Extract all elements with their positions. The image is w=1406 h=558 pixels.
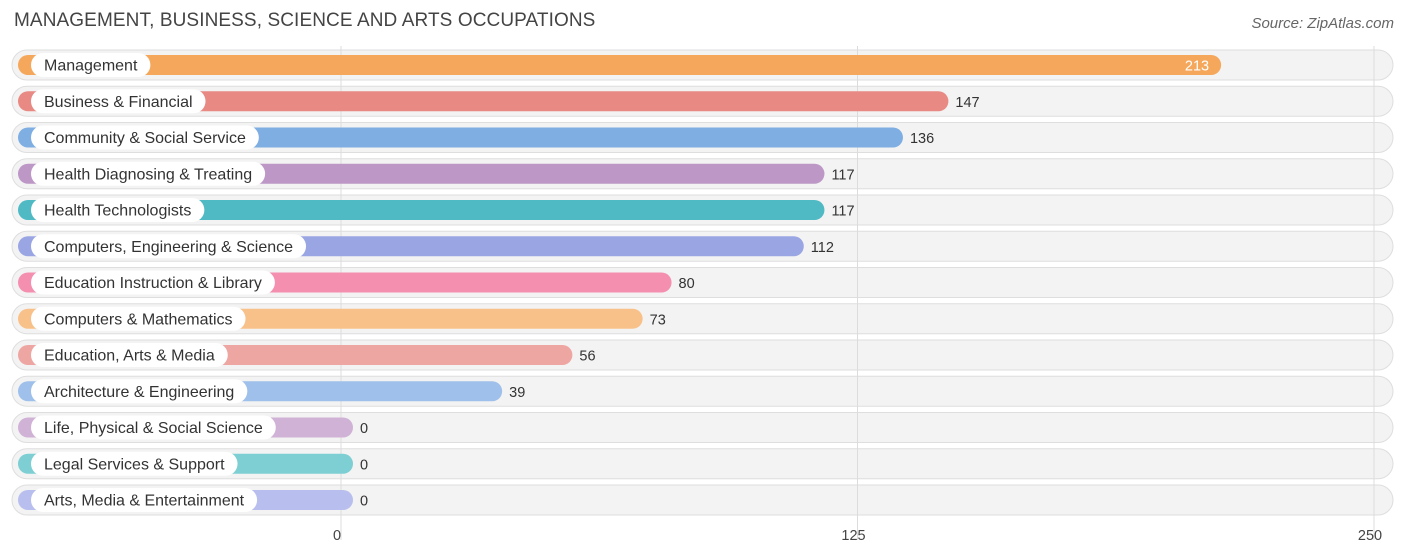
bar xyxy=(18,200,825,220)
row-background xyxy=(11,412,1394,443)
value-label: 112 xyxy=(811,240,834,256)
value-label: 0 xyxy=(360,421,368,437)
tick-label: 0 xyxy=(333,528,341,544)
category-label-pill xyxy=(31,161,266,186)
category-label: Health Diagnosing & Treating xyxy=(44,166,252,183)
value-label: 213 xyxy=(1185,59,1209,75)
category-label-pill xyxy=(31,125,259,150)
category-label-pill xyxy=(31,234,307,259)
value-label: 80 xyxy=(679,276,695,292)
value-label: 0 xyxy=(360,494,368,510)
value-label: 136 xyxy=(910,131,934,147)
value-label: 117 xyxy=(831,167,854,183)
category-label-pill xyxy=(31,379,248,404)
bar xyxy=(18,55,1222,75)
chart-title: MANAGEMENT, BUSINESS, SCIENCE AND ARTS O… xyxy=(14,10,596,31)
category-label-pill xyxy=(31,306,246,331)
category-label: Education, Arts & Media xyxy=(44,348,215,365)
category-label-pill xyxy=(31,451,238,476)
category-label: Legal Services & Support xyxy=(44,456,225,473)
category-label: Computers & Mathematics xyxy=(44,311,233,328)
category-label-pill xyxy=(31,415,276,440)
category-label: Education Instruction & Library xyxy=(44,275,262,292)
category-label: Architecture & Engineering xyxy=(44,384,234,401)
value-label: 117 xyxy=(831,204,854,220)
value-label: 147 xyxy=(955,95,979,111)
row-background xyxy=(11,448,1394,480)
category-label: Business & Financial xyxy=(44,94,193,111)
category-label: Life, Physical & Social Science xyxy=(44,420,263,437)
category-label: Computers, Engineering & Science xyxy=(44,239,293,256)
value-label: 73 xyxy=(650,312,666,328)
value-label: 56 xyxy=(579,349,595,365)
category-label: Arts, Media & Entertainment xyxy=(44,493,245,510)
value-label: 39 xyxy=(509,385,525,401)
category-label-pill xyxy=(31,198,205,222)
tick-label: 125 xyxy=(841,528,865,544)
category-label-pill xyxy=(31,270,275,295)
category-label: Health Technologists xyxy=(44,203,191,220)
category-label: Management xyxy=(44,58,138,75)
category-label: Community & Social Service xyxy=(44,130,246,147)
value-label: 0 xyxy=(360,457,368,473)
tick-label: 250 xyxy=(1358,528,1382,544)
source-label: Source: ZipAtlas.com xyxy=(1251,15,1394,32)
category-label-pill xyxy=(31,488,258,512)
bar xyxy=(18,91,949,112)
category-label-pill xyxy=(31,343,228,367)
category-label-pill xyxy=(31,53,151,77)
category-label-pill xyxy=(31,89,206,114)
row-background xyxy=(11,484,1394,516)
